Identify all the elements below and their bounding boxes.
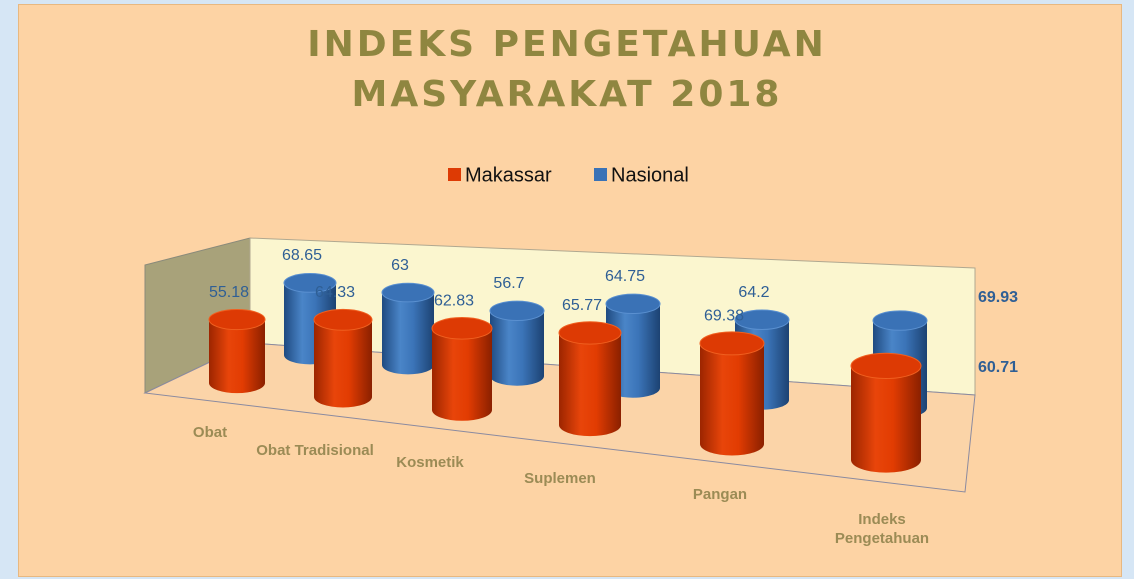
legend-label: Makassar (465, 164, 552, 186)
data-label: 64.75 (605, 268, 645, 285)
x-tick-label: Pangan (692, 486, 748, 503)
x-tick-label: Obat Tradisional (256, 442, 374, 459)
bar (313, 308, 373, 408)
bar-top (872, 310, 928, 331)
bar-top (431, 317, 493, 340)
bar-body (432, 328, 492, 421)
bar-body (851, 365, 921, 473)
legend-swatch (448, 168, 461, 181)
bar-top (850, 352, 922, 379)
bar-body (559, 332, 621, 437)
bar (208, 308, 266, 394)
bar-top (208, 308, 266, 331)
bar (381, 282, 435, 375)
bar-top (605, 293, 661, 315)
bar-body (490, 310, 544, 386)
data-label: 60.71 (978, 359, 1018, 376)
x-tick-label: Suplemen (524, 470, 596, 487)
bar (431, 317, 493, 421)
data-label: 69.93 (978, 289, 1018, 306)
bar-top (489, 300, 545, 322)
data-label: 56.7 (493, 275, 524, 292)
bar (558, 321, 622, 437)
bar-top (381, 282, 435, 303)
x-tick-label: Kosmetik (396, 454, 464, 471)
bar-body (382, 292, 434, 375)
bar-body (314, 319, 372, 408)
data-label: 69.38 (704, 308, 744, 325)
data-label: 65.77 (562, 297, 602, 314)
data-label: 63 (391, 257, 409, 274)
chart-title: Indeks Pengetahuan Masyarakat 2018 (307, 24, 827, 115)
data-label: 55.18 (209, 284, 249, 301)
legend-swatch (594, 168, 607, 181)
bar-body (700, 343, 764, 456)
bar-top (558, 321, 622, 345)
data-label: 64.33 (315, 284, 355, 301)
x-tick-label: Indeks Pengetahuan (834, 511, 930, 547)
bar-top (313, 308, 373, 331)
bar-top (699, 331, 765, 356)
x-tick-label: Obat (192, 424, 228, 441)
bar-top (283, 273, 337, 293)
data-label: 62.83 (434, 293, 474, 310)
bar-top (734, 309, 790, 330)
bar-body (209, 319, 265, 394)
legend-label: Nasional (611, 164, 689, 186)
bar (850, 352, 922, 473)
bar (489, 300, 545, 386)
data-label: 68.65 (282, 247, 322, 264)
bar (699, 331, 765, 456)
data-label: 64.2 (738, 284, 769, 301)
